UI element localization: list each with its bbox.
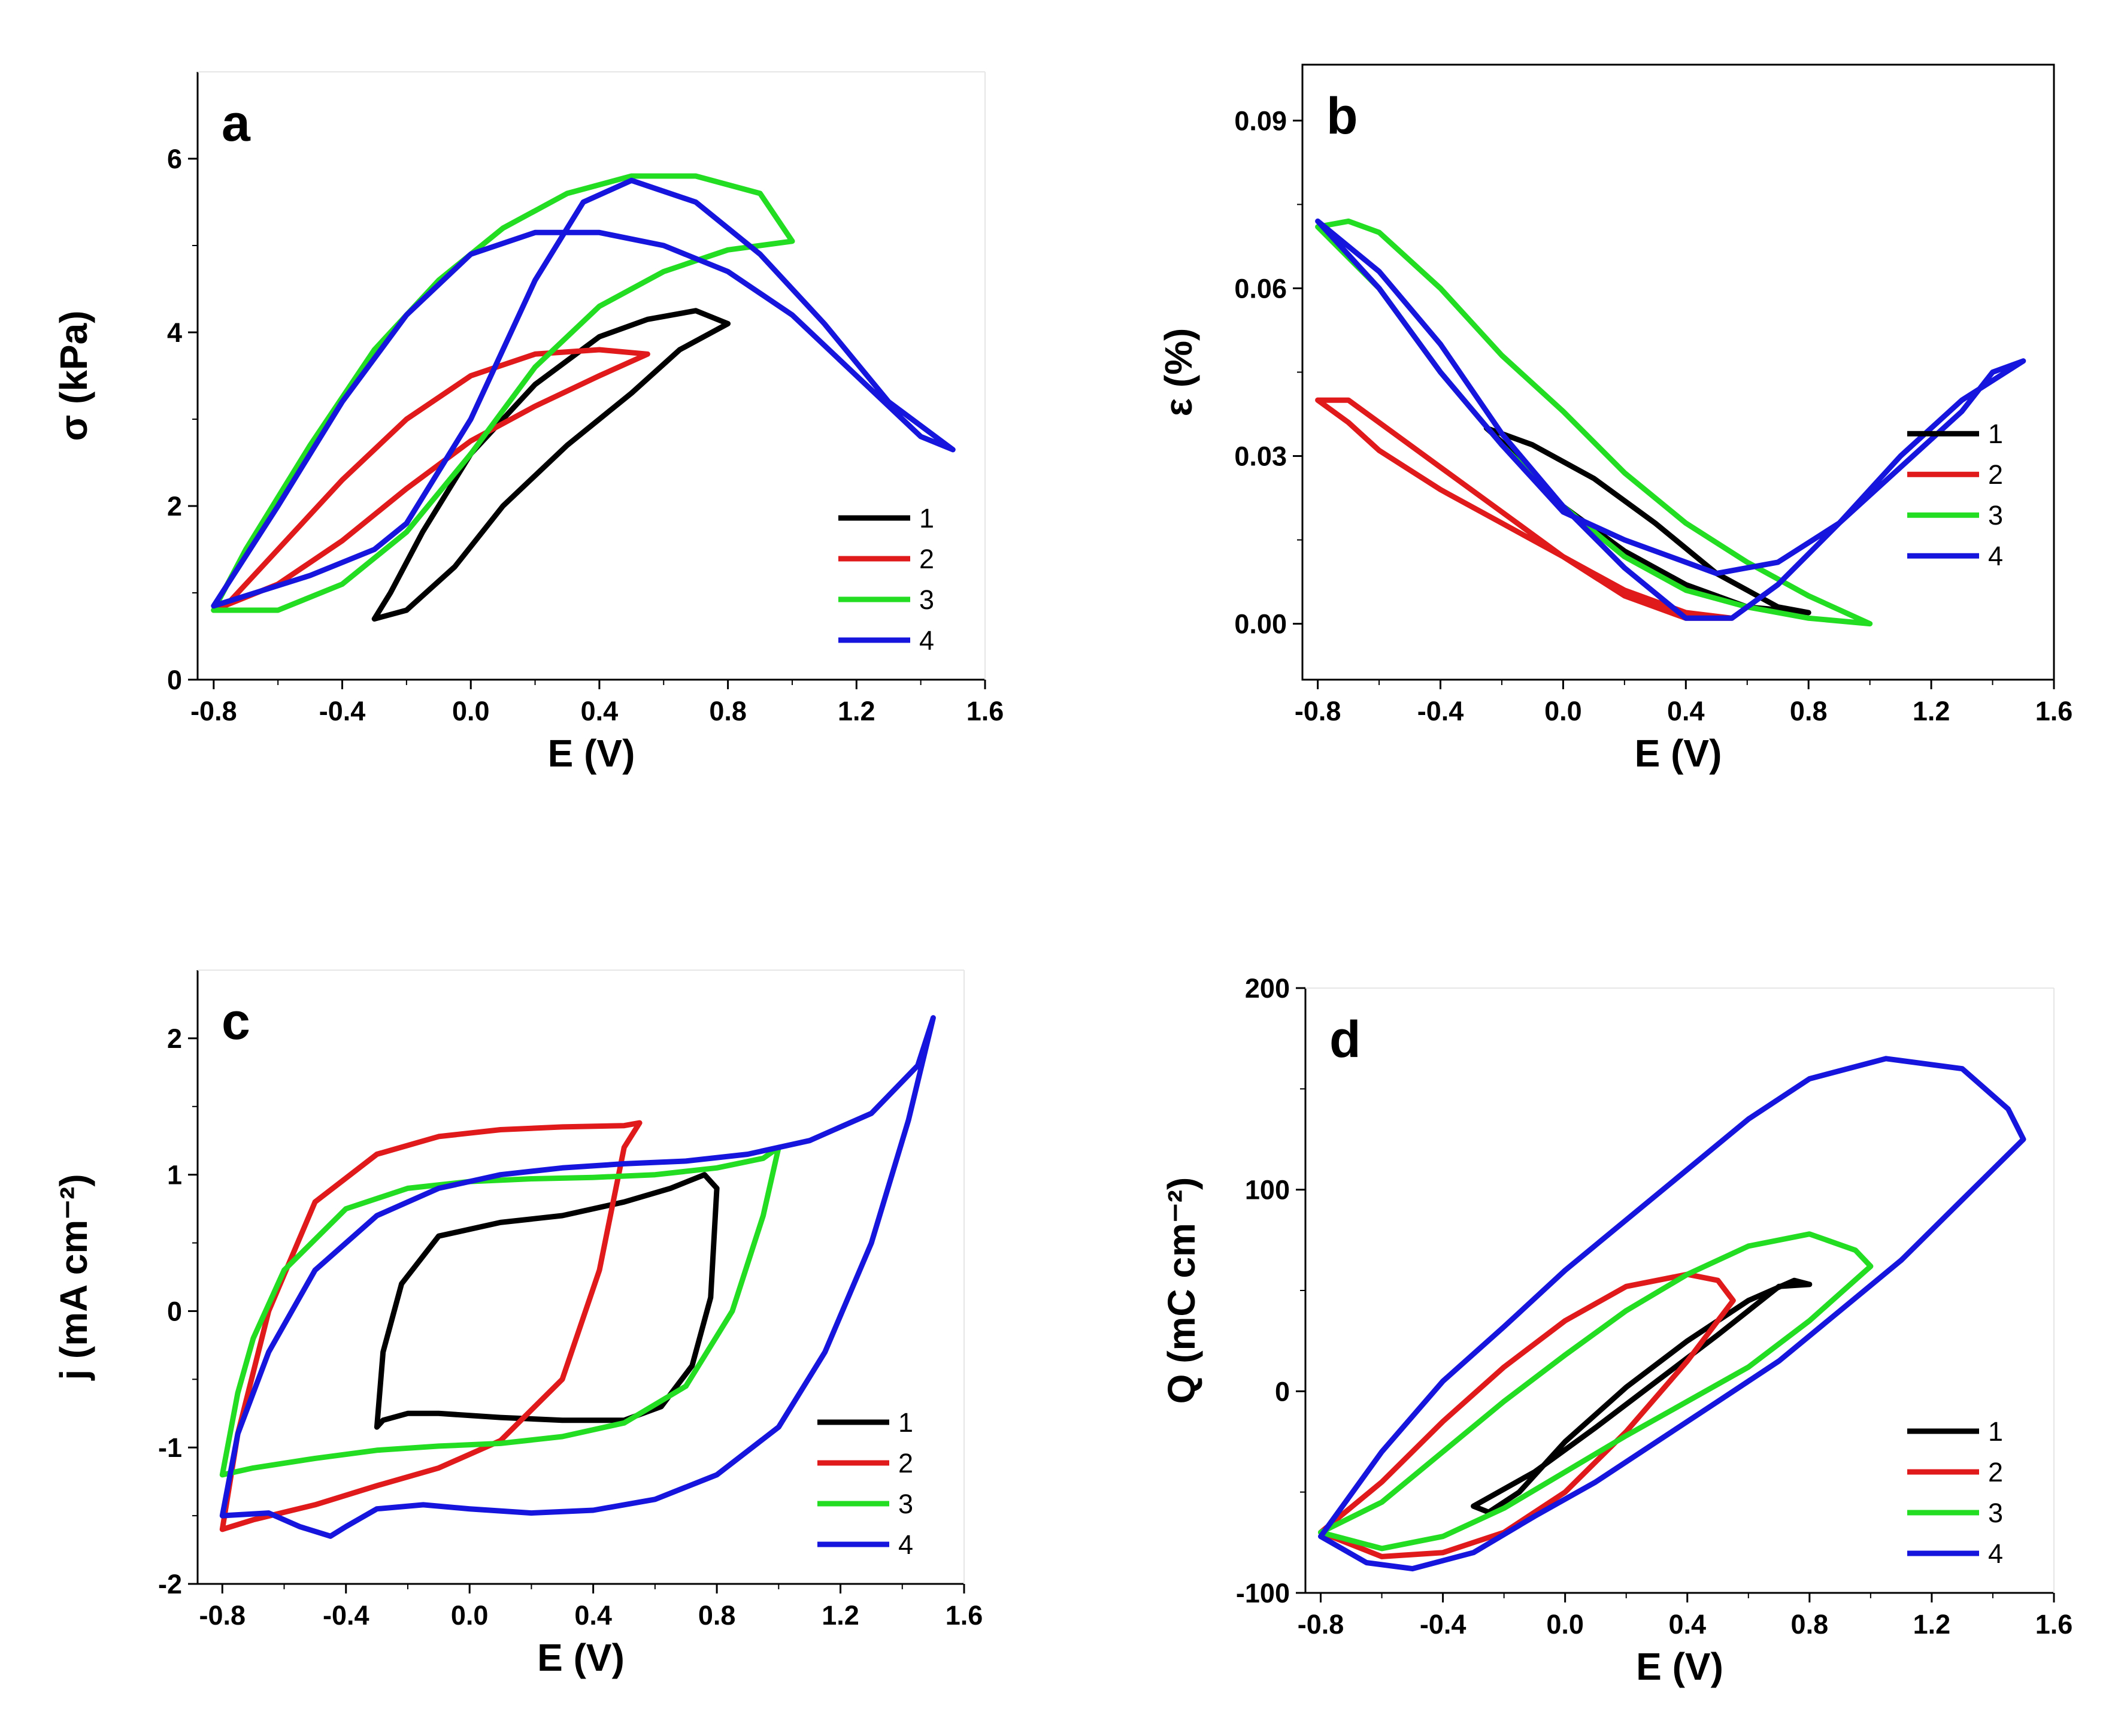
x-tick-label: 0.8 — [709, 696, 747, 726]
y-tick-label: 100 — [1245, 1175, 1290, 1205]
x-tick-label: -0.4 — [319, 696, 366, 726]
x-tick-label: -0.4 — [1420, 1609, 1467, 1640]
series-4-curve — [219, 1015, 936, 1539]
legend-label: 3 — [1988, 500, 2003, 531]
legend-label: 4 — [898, 1529, 913, 1560]
x-tick-label: 0.0 — [1544, 696, 1582, 726]
y-tick-label: 200 — [1245, 973, 1290, 1004]
y-tick-label: 2 — [167, 491, 182, 522]
x-tick-label: -0.8 — [199, 1600, 246, 1631]
panel-label: b — [1326, 87, 1358, 145]
legend-label: 2 — [919, 544, 934, 574]
series-2-curve — [211, 347, 650, 613]
y-tick-label: 0.09 — [1234, 105, 1287, 136]
x-tick-label: -0.4 — [1417, 696, 1464, 726]
y-axis-title: ε (%) — [1157, 328, 1200, 417]
series-3-curve — [211, 173, 795, 613]
series-3-curve — [1315, 218, 1873, 627]
x-tick-label: 1.2 — [838, 696, 875, 726]
x-tick-label: 0.4 — [581, 696, 619, 726]
series-3-curve — [219, 1144, 781, 1478]
x-tick-label: 1.6 — [2035, 696, 2073, 726]
legend-label: 3 — [1988, 1498, 2003, 1528]
x-tick-label: -0.8 — [1295, 696, 1341, 726]
legend-label: 1 — [1988, 1416, 2003, 1447]
panel-b: -0.8 -0.4 0.0 0.4 0.8 1.2 1.6 0.00 0.03 0.06 0.09 E… — [1157, 63, 2073, 775]
panel-label: c — [222, 993, 250, 1050]
x-tick-label: 0.4 — [1667, 696, 1705, 726]
series-1-curve — [1471, 1277, 1813, 1515]
series-3-curve — [1318, 1231, 1874, 1552]
x-tick-label: -0.4 — [323, 1600, 369, 1631]
x-tick-label: 0.0 — [451, 1600, 489, 1631]
series-1-curve — [371, 308, 731, 622]
y-axis-title: j (mA cm⁻²) — [52, 1174, 95, 1380]
legend-label: 4 — [1988, 541, 2003, 571]
panel-label: d — [1329, 1011, 1361, 1068]
legend-label: 3 — [898, 1489, 913, 1519]
x-tick-label: 0.4 — [574, 1600, 612, 1631]
legend-label: 2 — [1988, 459, 2003, 490]
x-tick-label: 1.6 — [966, 696, 1004, 726]
y-tick-label: 2 — [167, 1023, 182, 1054]
series-2-curve — [219, 1120, 643, 1532]
legend-label: 1 — [898, 1407, 913, 1438]
x-tick-label: 1.6 — [946, 1600, 983, 1631]
x-tick-label: 1.2 — [1913, 696, 1950, 726]
series-4-curve — [211, 177, 956, 609]
y-tick-label: -1 — [158, 1432, 182, 1463]
panel-a: -0.8 -0.4 0.0 0.4 0.8 1.2 1.6 0 2 4 6 E (V) σ (kPa) a… — [52, 71, 1004, 775]
x-tick-label: -0.8 — [1298, 1609, 1344, 1640]
y-tick-label: 4 — [167, 317, 182, 348]
y-tick-label: -2 — [158, 1569, 182, 1599]
x-axis-title: E (V) — [1635, 732, 1722, 775]
legend-label: 3 — [919, 584, 934, 615]
y-tick-label: 6 — [167, 144, 182, 174]
series-4-curve — [1318, 1056, 2026, 1572]
series-1-curve — [374, 1172, 720, 1430]
y-tick-label: 0.03 — [1234, 441, 1287, 472]
x-tick-label: 1.2 — [1913, 1609, 1951, 1640]
series-2-curve — [1318, 1271, 1736, 1559]
series-4-curve — [1315, 218, 2026, 621]
legend-label: 1 — [1988, 419, 2003, 449]
x-axis-title: E (V) — [548, 732, 635, 775]
panel-d: -0.8 -0.4 0.0 0.4 0.8 1.2 1.6 -100 0 100 200 E (V) Q… — [1160, 973, 2073, 1688]
panel-label: a — [222, 95, 251, 152]
x-axis-title: E (V) — [1636, 1645, 1723, 1688]
x-tick-label: 0.8 — [1790, 696, 1828, 726]
legend-label: 2 — [898, 1448, 913, 1479]
y-tick-label: 0 — [1275, 1376, 1290, 1407]
x-tick-label: 0.8 — [698, 1600, 736, 1631]
x-tick-label: 1.6 — [2035, 1609, 2073, 1640]
y-tick-label: 0 — [167, 1296, 182, 1326]
y-axis-title: σ (kPa) — [52, 310, 95, 441]
x-tick-label: 0.0 — [1546, 1609, 1584, 1640]
y-tick-label: 1 — [167, 1160, 182, 1190]
y-tick-label: 0.06 — [1234, 273, 1287, 304]
panel-c: -0.8 -0.4 0.0 0.4 0.8 1.2 1.6 -2 -1 0 1 2 E (V) j (mA… — [52, 970, 983, 1679]
legend-label: 1 — [919, 503, 934, 534]
y-axis-title: Q (mC cm⁻²) — [1160, 1177, 1203, 1404]
x-tick-label: -0.8 — [190, 696, 237, 726]
x-tick-label: 1.2 — [822, 1600, 859, 1631]
x-axis-title: E (V) — [537, 1636, 625, 1679]
y-tick-label: 0 — [167, 665, 182, 695]
legend-label: 2 — [1988, 1457, 2003, 1487]
y-tick-label: 0.00 — [1234, 609, 1287, 640]
x-tick-label: 0.0 — [452, 696, 490, 726]
y-tick-label: -100 — [1236, 1578, 1290, 1608]
legend-label: 4 — [919, 625, 934, 656]
x-tick-label: 0.8 — [1791, 1609, 1829, 1640]
legend-label: 4 — [1988, 1538, 2003, 1569]
x-tick-label: 0.4 — [1668, 1609, 1706, 1640]
